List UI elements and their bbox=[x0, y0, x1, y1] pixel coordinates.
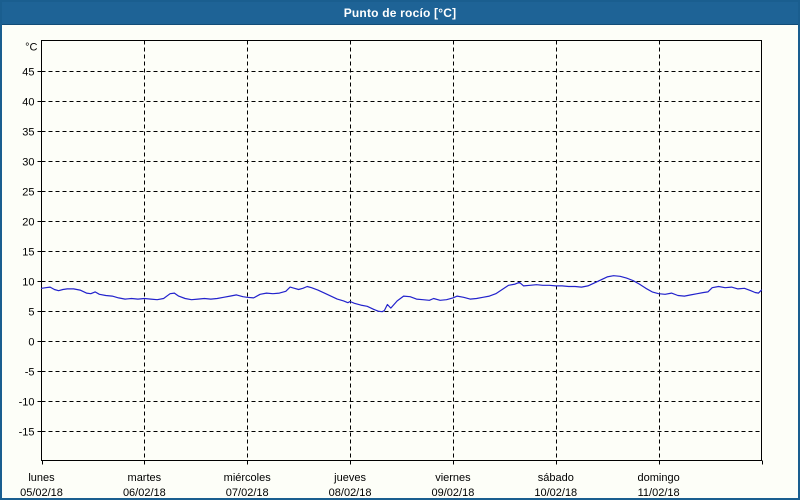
x-day-date-label: 08/02/18 bbox=[329, 487, 372, 499]
window-title: Punto de rocío [°C] bbox=[343, 6, 457, 20]
x-day-name-label: jueves bbox=[333, 472, 366, 484]
y-tick-label: 5 bbox=[28, 307, 34, 319]
dew-point-series-line bbox=[40, 275, 763, 313]
x-day-name-label: miércoles bbox=[224, 472, 272, 484]
y-tick-label: 40 bbox=[22, 97, 34, 109]
y-tick-label: 15 bbox=[22, 247, 34, 259]
x-day-date-label: 11/02/18 bbox=[638, 487, 680, 499]
y-tick-label: 25 bbox=[22, 187, 34, 199]
x-day-name-label: sábado bbox=[538, 472, 574, 484]
y-tick-label: -15 bbox=[19, 427, 35, 439]
x-day-name-label: domingo bbox=[638, 472, 680, 484]
dew-point-chart: -15 -10 -5 0 5 10 15 20 25 30 35 40 45 °C lunes 05/02/1… bbox=[19, 40, 763, 499]
x-day-name-label: lunes bbox=[28, 472, 55, 484]
y-tick-label: -10 bbox=[19, 397, 35, 409]
x-day-name-label: viernes bbox=[435, 472, 471, 484]
x-day-date-label: 07/02/18 bbox=[226, 487, 269, 499]
y-tick-label: 20 bbox=[22, 217, 34, 229]
x-day-name-label: martes bbox=[128, 472, 162, 484]
y-tick-label: 0 bbox=[28, 337, 34, 349]
y-axis-unit-label: °C bbox=[25, 42, 37, 54]
plot-border bbox=[41, 40, 762, 461]
y-tick-label: 10 bbox=[22, 277, 34, 289]
y-tick-label: 45 bbox=[22, 67, 34, 79]
window-titlebar: Punto de rocío [°C] bbox=[2, 2, 798, 25]
y-tick-label: 35 bbox=[22, 127, 34, 139]
x-day-date-label: 09/02/18 bbox=[432, 487, 475, 499]
x-day-date-label: 05/02/18 bbox=[20, 487, 63, 499]
x-day-date-label: 06/02/18 bbox=[123, 487, 166, 499]
y-tick-label: 30 bbox=[22, 157, 34, 169]
x-day-date-label: 10/02/18 bbox=[534, 487, 577, 499]
y-tick-label: -5 bbox=[25, 367, 35, 379]
